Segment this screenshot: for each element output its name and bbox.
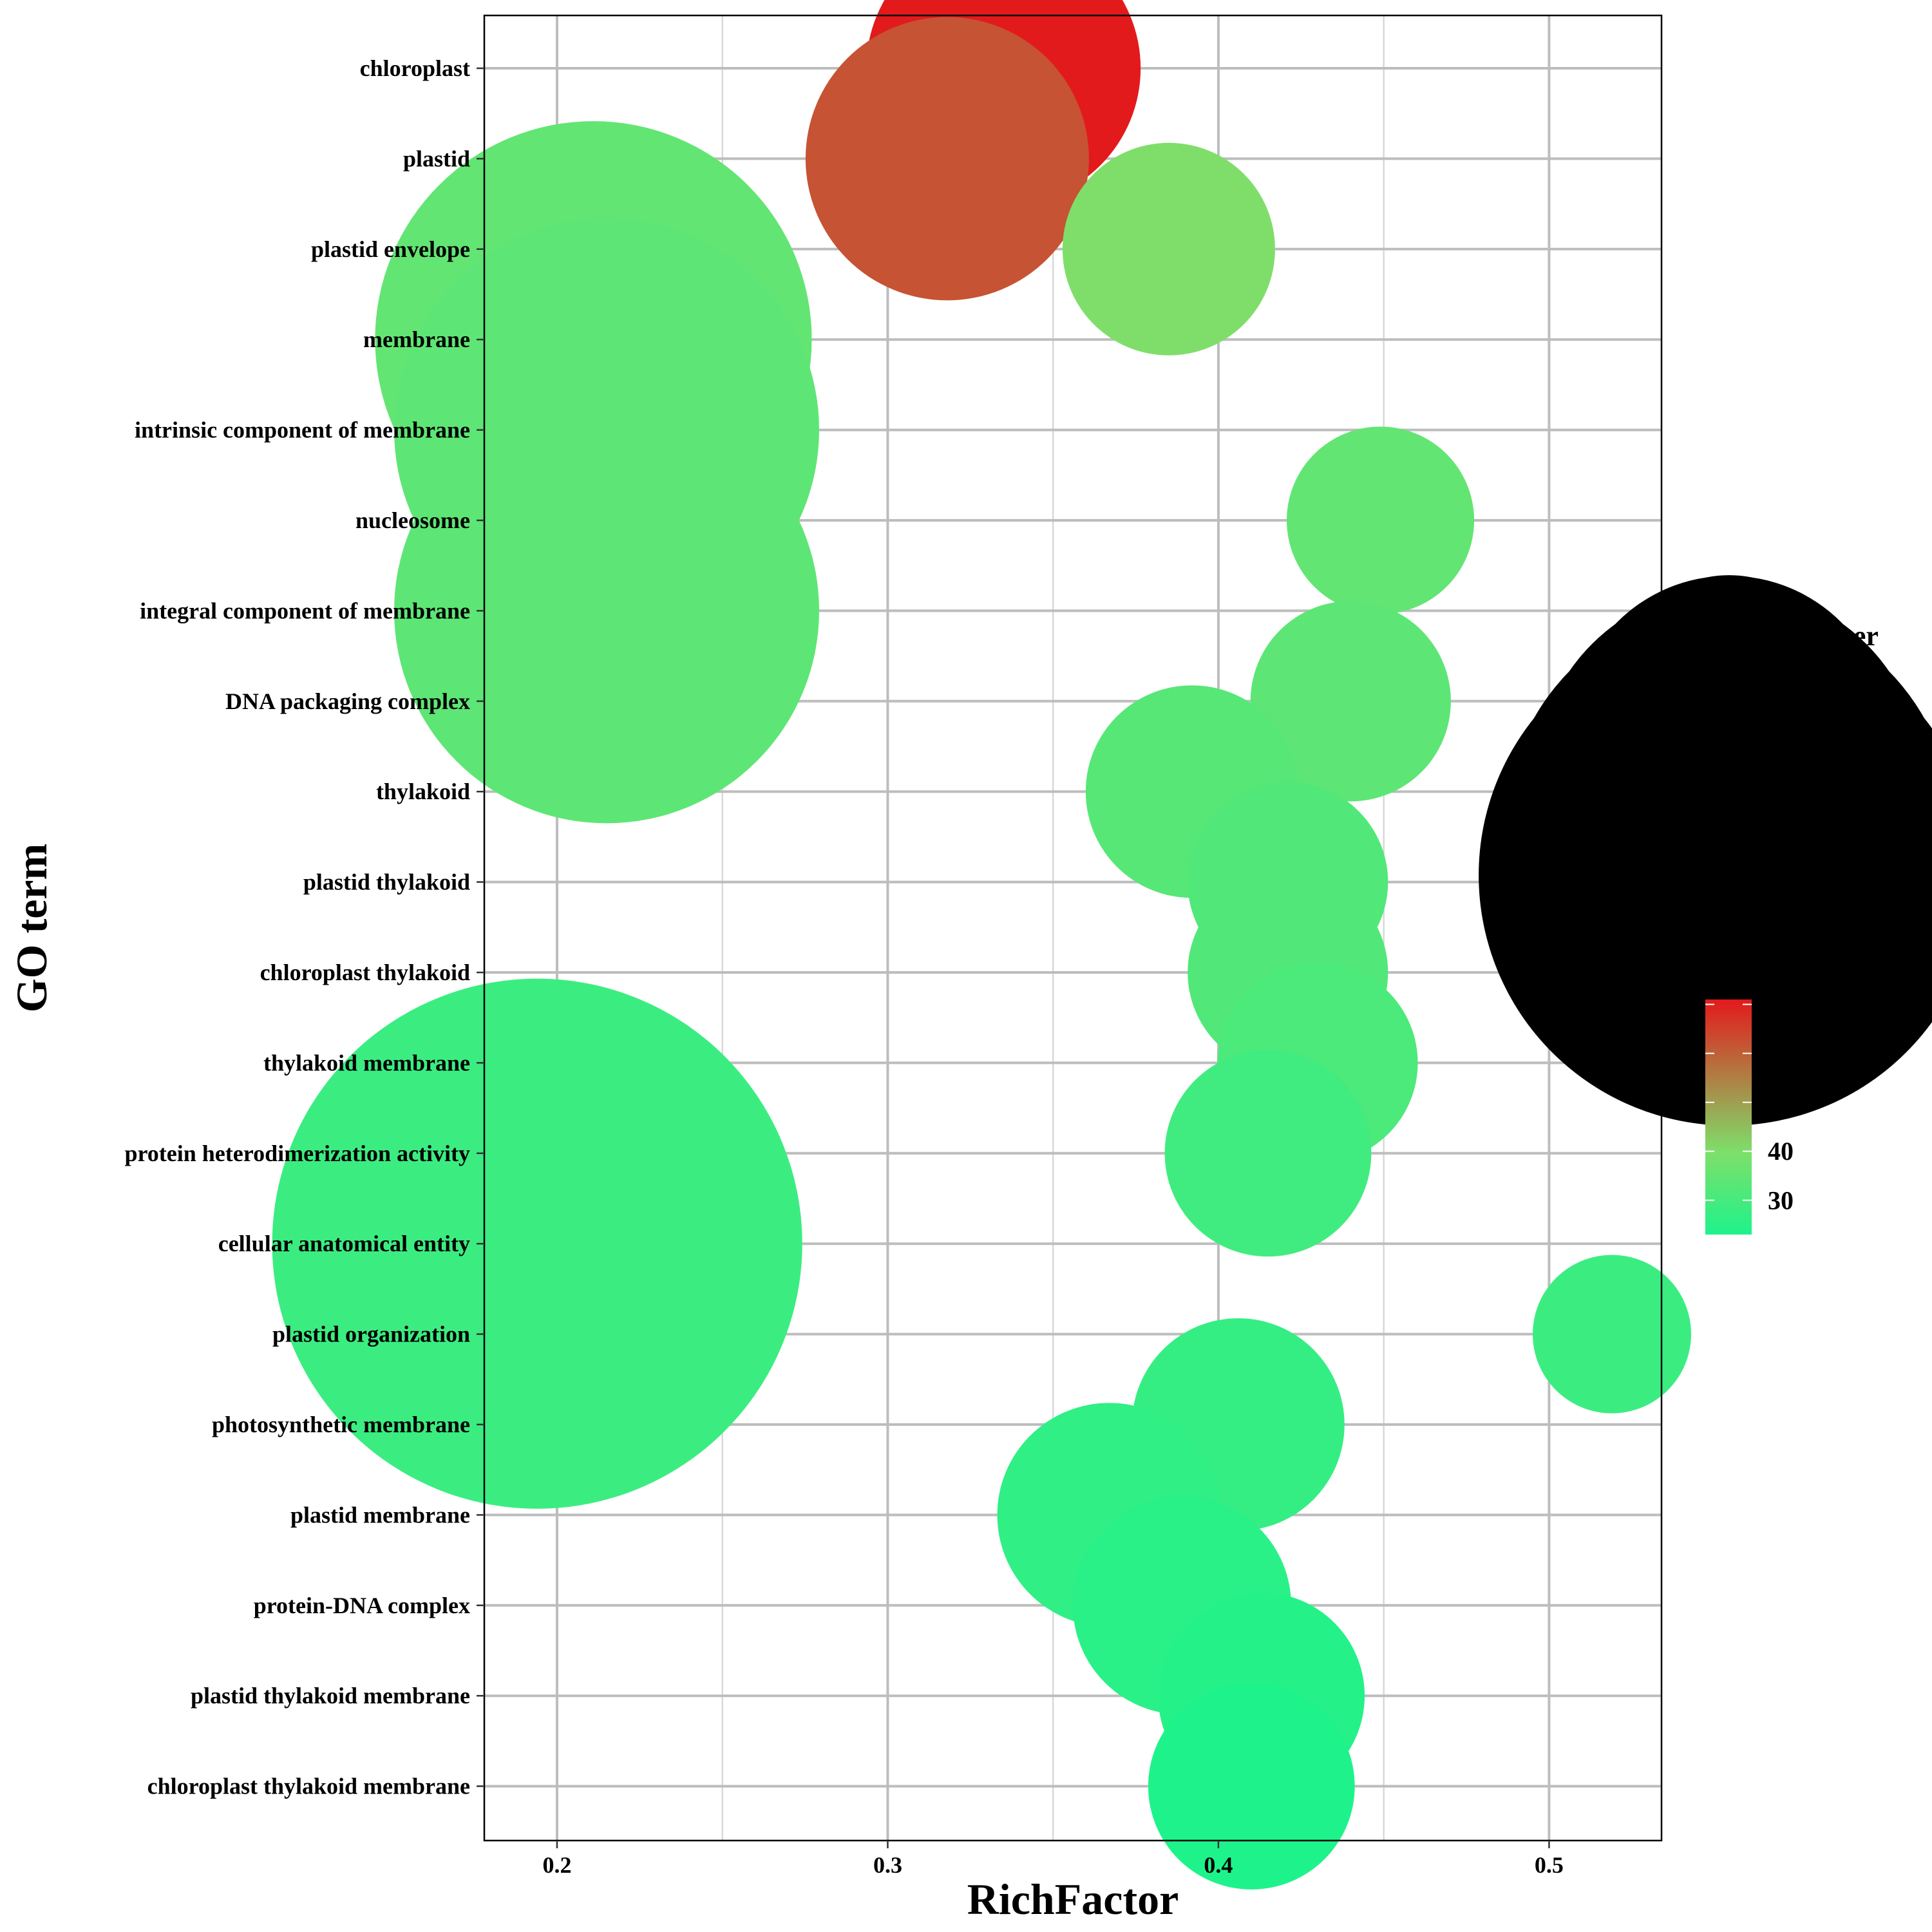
data-point xyxy=(1164,1050,1372,1257)
y-tick-label: plastid organization xyxy=(272,1321,470,1347)
color-bar-label: 50 xyxy=(1768,1088,1794,1117)
y-tick-label: plastid envelope xyxy=(311,236,470,262)
y-tick-label: integral component of membrane xyxy=(140,598,470,623)
data-point xyxy=(1532,1255,1691,1414)
plot-area xyxy=(272,0,1691,1889)
y-tick-label: chloroplast xyxy=(360,55,470,81)
y-tick-label: plastid xyxy=(403,146,470,171)
y-tick-label: thylakoid membrane xyxy=(263,1050,470,1075)
x-tick-label: 0.2 xyxy=(542,1852,571,1878)
y-tick-label: thylakoid xyxy=(376,779,470,804)
color-bar-ticks: 30 40 50 60 70 xyxy=(1705,990,1794,1215)
y-axis-title: GO term xyxy=(7,844,56,1012)
data-point xyxy=(1250,601,1451,802)
size-legend-circle xyxy=(1479,625,1932,1126)
y-tick-label: nucleosome xyxy=(355,507,470,533)
qvalue-color-legend: -log10(Qvalue) 30 40 50 60 70 xyxy=(1705,956,1885,1235)
data-points xyxy=(272,0,1691,1889)
x-tick-label: 0.5 xyxy=(1535,1852,1564,1878)
color-bar xyxy=(1705,999,1752,1235)
y-tick-label: DNA packaging complex xyxy=(225,688,470,714)
size-legend-items: 10002000300040005000 xyxy=(1479,575,1932,1126)
color-bar-label: 30 xyxy=(1768,1186,1794,1215)
y-tick-label: membrane xyxy=(363,327,470,352)
data-point xyxy=(393,398,819,824)
data-point xyxy=(272,978,802,1509)
data-point xyxy=(805,17,1089,301)
data-point xyxy=(1148,1683,1355,1889)
data-point xyxy=(1062,142,1275,355)
color-bar-label: 40 xyxy=(1768,1137,1794,1166)
x-axis-title: RichFactor xyxy=(967,1875,1179,1924)
color-bar-label: 60 xyxy=(1768,1039,1794,1068)
x-tick-label: 0.3 xyxy=(873,1852,902,1878)
y-tick-label: photosynthetic membrane xyxy=(212,1412,470,1437)
x-axis-tick-labels: 0.2 0.3 0.4 0.5 xyxy=(542,1841,1564,1878)
y-tick-label: chloroplast thylakoid membrane xyxy=(147,1774,470,1799)
y-tick-label: intrinsic component of membrane xyxy=(135,417,470,443)
data-point xyxy=(1287,426,1475,614)
y-tick-label: plastid thylakoid membrane xyxy=(191,1683,470,1709)
y-tick-label: chloroplast thylakoid xyxy=(260,960,470,985)
y-tick-label: protein heterodimerization activity xyxy=(124,1141,470,1166)
gene-number-legend: Gene_number 10002000300040005000 xyxy=(1479,575,1932,1126)
y-tick-label: plastid thylakoid xyxy=(303,869,470,895)
y-tick-label: plastid membrane xyxy=(290,1502,470,1528)
y-axis-tick-labels: chloroplast plastid plastid envelope membra… xyxy=(124,55,484,1799)
color-legend-title: -log10(Qvalue) xyxy=(1705,956,1885,988)
y-tick-label: protein-DNA complex xyxy=(254,1593,470,1618)
color-bar-label: 70 xyxy=(1768,990,1794,1019)
x-tick-label: 0.4 xyxy=(1204,1852,1233,1878)
y-tick-label: cellular anatomical entity xyxy=(218,1231,470,1256)
size-legend-label: 5000 xyxy=(1768,861,1819,890)
